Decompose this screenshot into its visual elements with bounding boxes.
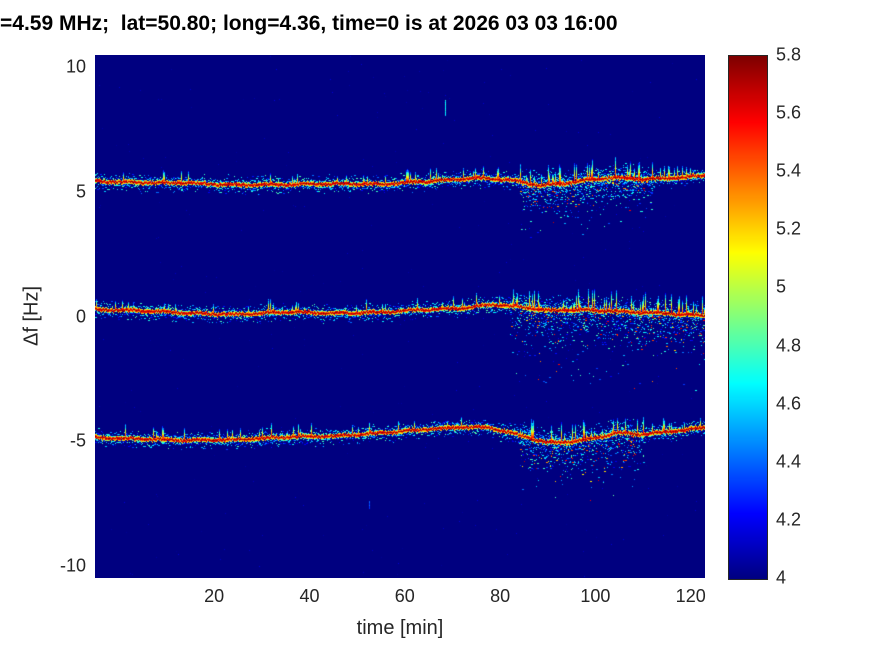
- x-tick-label: 40: [299, 586, 320, 606]
- y-tick-label: 10: [65, 56, 86, 77]
- colorbar-tick-label: 5.2: [776, 218, 802, 239]
- y-tick-label: -10: [59, 555, 86, 576]
- x-tick-label: 80: [490, 586, 511, 606]
- x-tick-label: 20: [204, 586, 225, 606]
- x-tick-label: 120: [675, 586, 706, 606]
- colorbar-tick-label: 5.4: [776, 160, 802, 181]
- colorbar-canvas: [728, 55, 768, 580]
- y-tick-label: -5: [69, 430, 86, 451]
- colorbar-tick-label: 4.8: [776, 335, 802, 356]
- y-tick-label: 0: [75, 306, 86, 326]
- colorbar-tick-label: 4.4: [776, 451, 802, 472]
- colorbar-tick-label: 5.6: [776, 102, 802, 123]
- y-axis-label: Δf [Hz]: [20, 285, 43, 347]
- chart-title: =4.59 MHz; lat=50.80; long=4.36, time=0 …: [0, 12, 618, 35]
- colorbar-tick-label: 4.2: [776, 509, 802, 530]
- x-axis-label: time [min]: [356, 617, 444, 639]
- colorbar-tick-label: 5: [776, 276, 787, 297]
- colorbar-tick-label: 5.8: [776, 44, 802, 65]
- spectrogram-canvas: [95, 55, 705, 578]
- x-tick-label: 100: [580, 586, 611, 606]
- x-tick-label: 60: [394, 586, 415, 606]
- colorbar-tick-label: 4.6: [776, 393, 802, 414]
- y-tick-label: 5: [75, 181, 86, 202]
- colorbar-tick-label: 4: [776, 567, 787, 588]
